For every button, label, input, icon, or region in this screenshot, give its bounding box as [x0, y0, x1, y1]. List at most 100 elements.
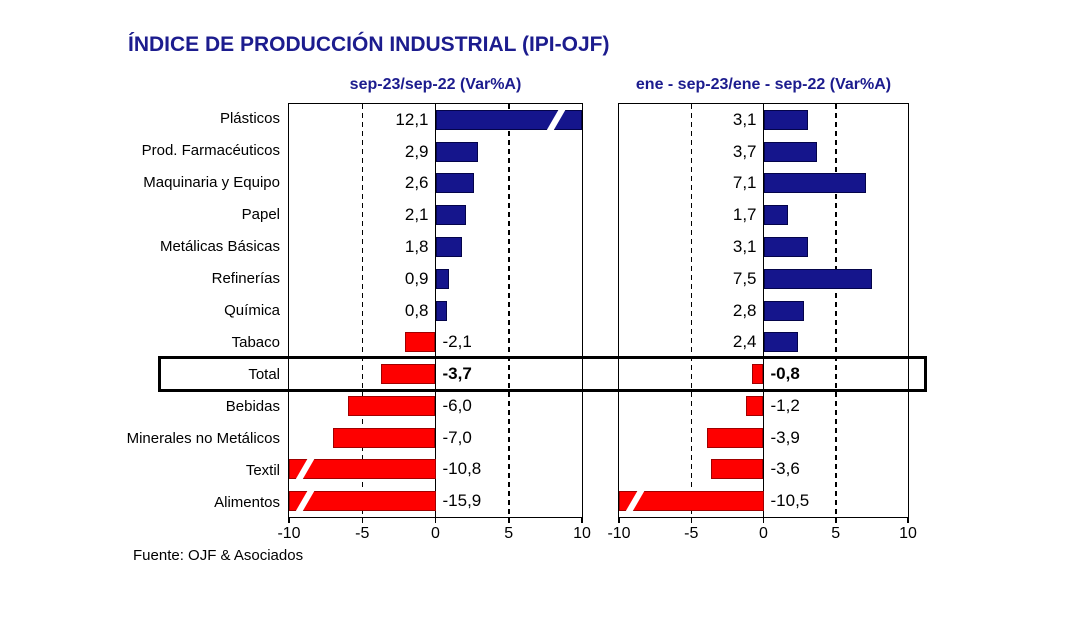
value-label: -7,0 [442, 427, 472, 447]
value-label: -10,5 [770, 491, 810, 511]
bar [435, 108, 582, 133]
value-label: -3,9 [770, 427, 800, 447]
axis-tick-label: 0 [431, 525, 440, 542]
axis-tick [361, 517, 363, 523]
axis-tick [434, 517, 437, 523]
value-label: 3,1 [732, 109, 757, 129]
gridline-dashed [835, 104, 837, 517]
axis-tick-label: 5 [831, 525, 841, 542]
source-note: Fuente: OJF & Asociados [133, 547, 304, 564]
axis-tick [835, 517, 837, 523]
axis-tick [581, 517, 583, 523]
value-label: 2,1 [404, 205, 429, 225]
bar-break-mark [294, 458, 315, 483]
axis-tick-label: -5 [684, 525, 699, 542]
value-label: -10,8 [442, 459, 482, 479]
category-label: Prod. Farmacéuticos [141, 142, 280, 160]
category-label: Maquinaria y Equipo [143, 174, 280, 192]
bar [435, 173, 474, 194]
value-label: 12,1 [395, 109, 429, 129]
category-label: Total [248, 365, 280, 383]
left-chart-subtitle: sep-23/sep-22 (Var%A) [349, 76, 522, 93]
category-label: Química [224, 301, 280, 319]
bar [381, 364, 436, 385]
bar [435, 205, 467, 226]
category-label: Alimentos [214, 493, 280, 511]
bar [711, 459, 764, 480]
value-label: 7,5 [732, 268, 757, 288]
bar [289, 490, 436, 515]
axis-tick-label: -5 [355, 525, 370, 542]
gridline-dashed [361, 104, 363, 517]
value-label: -3,6 [770, 459, 800, 479]
value-label: 1,7 [732, 205, 757, 225]
axis-tick-label: 10 [899, 525, 917, 542]
category-label: Plásticos [219, 110, 280, 128]
axis-tick-label: 10 [573, 525, 591, 542]
category-label: Metálicas Básicas [159, 238, 280, 256]
category-labels-column: Plásticos Prod. Farmacéuticos Maquinaria y… [95, 103, 280, 518]
left-bar-plot: 12,1 2,9 2,6 2,1 1,8 0,9 0,8 -2,1 -3,7 -6,0 -7,0 -1… [277, 103, 591, 542]
bar-break-mark [545, 108, 566, 133]
category-label: Tabaco [231, 333, 280, 351]
value-label: 2,9 [404, 141, 429, 161]
axis-tick [690, 517, 692, 523]
bar-break-mark [294, 490, 315, 515]
bar [707, 427, 764, 448]
bar [347, 395, 436, 416]
right-chart-subtitle: ene - sep-23/ene - sep-22 (Var%A) [635, 76, 892, 93]
axis-tick [762, 517, 765, 523]
axis-tick-label: -10 [277, 525, 301, 542]
value-label: -15,9 [442, 491, 482, 511]
value-label: 0,9 [404, 268, 429, 288]
value-label: -3,7 [442, 364, 472, 384]
bar [289, 458, 436, 483]
bar [332, 427, 436, 448]
right-bar-plot: 3,1 3,7 7,1 1,7 3,1 7,5 2,8 2,4 -0,8 -1,2 -3,9 -3,6… [607, 103, 917, 542]
bar [435, 236, 462, 257]
bar [435, 268, 449, 289]
value-label: 2,4 [732, 332, 757, 352]
value-label: 3,7 [732, 141, 757, 161]
page-title: ÍNDICE DE PRODUCCIÓN INDUSTRIAL (IPI-OJF… [128, 33, 610, 56]
category-label: Textil [245, 461, 280, 479]
value-label: 7,1 [732, 173, 757, 193]
bar [619, 490, 764, 515]
category-label: Minerales no Metálicos [126, 429, 280, 447]
bar [763, 332, 799, 353]
bar [763, 236, 809, 257]
bar [763, 109, 809, 130]
bar [435, 141, 478, 162]
bar [751, 364, 764, 385]
axis-tick [618, 517, 620, 523]
bar [763, 173, 867, 194]
bar [763, 268, 872, 289]
bar-break-mark [624, 490, 645, 515]
category-label: Bebidas [225, 397, 280, 415]
value-label: -2,1 [442, 332, 472, 352]
gridline-dashed [690, 104, 692, 517]
axis-tick-label: 0 [759, 525, 768, 542]
bar [763, 300, 804, 321]
category-label: Papel [241, 206, 280, 224]
bar [763, 205, 789, 226]
bar [404, 332, 436, 353]
bar [435, 300, 448, 321]
gridline-dashed [508, 104, 510, 517]
bar [763, 141, 817, 162]
value-label: 2,8 [732, 300, 757, 320]
axis-tick [907, 517, 909, 523]
axis-tick [288, 517, 290, 523]
category-label: Refinerías [211, 270, 280, 288]
value-label: -6,0 [442, 395, 472, 415]
axis-tick-label: 5 [504, 525, 514, 542]
value-label: 1,8 [404, 236, 429, 256]
value-label: 0,8 [404, 300, 429, 320]
value-label: 2,6 [404, 173, 429, 193]
bar [746, 395, 764, 416]
value-label: -0,8 [770, 364, 800, 384]
value-label: -1,2 [770, 395, 800, 415]
value-label: 3,1 [732, 236, 757, 256]
axis-tick-label: -10 [607, 525, 631, 542]
